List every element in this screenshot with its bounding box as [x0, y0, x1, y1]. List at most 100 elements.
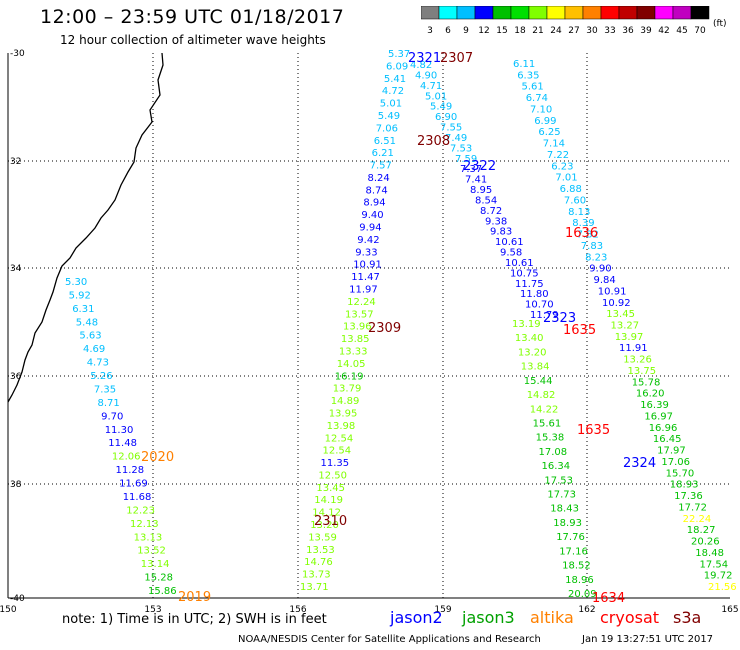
wave-height-value: 17.53 — [544, 475, 573, 486]
legend-swatch — [690, 6, 710, 20]
wave-height-value: 13.19 — [512, 319, 541, 330]
wave-height-value: 15.44 — [524, 376, 553, 387]
wave-height-value: 9.90 — [589, 264, 611, 275]
wave-height-value: 17.76 — [556, 532, 585, 543]
wave-height-value: 12.50 — [318, 470, 347, 481]
wave-height-value: 11.80 — [520, 289, 549, 300]
color-legend: 3 6 9 12 15 18 21 24 27 30 33 36 39 42 45 70 — [421, 6, 710, 36]
wave-height-value: 9.94 — [359, 223, 381, 234]
wave-height-value: 13.45 — [606, 309, 635, 320]
wave-height-value: 13.73 — [302, 570, 331, 581]
wave-height-value: 11.97 — [349, 285, 378, 296]
wave-height-value: 21.56 — [708, 582, 737, 593]
wave-height-value: 7.06 — [376, 123, 398, 134]
wave-height-value: 13.33 — [339, 347, 368, 358]
wave-height-value: 6.11 — [513, 59, 535, 70]
wave-height-value: 7.37 — [460, 164, 482, 175]
legend-label: 27 — [568, 26, 579, 36]
wave-height-value: 7.41 — [465, 175, 487, 186]
lat-tick-label: 36 — [10, 372, 22, 382]
wave-height-value: 14.76 — [304, 557, 333, 568]
pass-id-label: 2308 — [417, 134, 450, 149]
wave-height-value: 5.49 — [378, 111, 400, 122]
wave-height-value: 6.25 — [538, 127, 560, 138]
pass-id-label: 2323 — [543, 311, 576, 326]
wave-height-value: 7.35 — [94, 385, 116, 396]
wave-height-value: 7.14 — [543, 139, 565, 150]
wave-height-value: 8.54 — [475, 195, 497, 206]
wave-height-value: 7.59 — [455, 154, 477, 165]
sat-label-jason3: jason3 — [462, 608, 515, 627]
sat-label-altika: altika — [530, 608, 574, 627]
wave-height-value: 10.61 — [495, 237, 524, 248]
wave-height-value: 15.78 — [632, 377, 661, 388]
legend-label: 9 — [463, 26, 469, 36]
wave-height-value: 7.49 — [445, 133, 467, 144]
map-title: 12:00 – 23:59 UTC 01/18/2017 — [40, 6, 345, 28]
pass-id-label: 1635 — [577, 423, 610, 438]
pass-id-label: 1636 — [565, 226, 598, 241]
wave-height-value: 14.05 — [337, 359, 366, 370]
wave-height-value: 6.35 — [517, 70, 539, 81]
wave-height-value: 6.09 — [386, 61, 408, 72]
wave-height-value: 9.40 — [361, 210, 383, 221]
legend-label: 70 — [694, 26, 706, 36]
wave-height-value: 15.38 — [536, 433, 565, 444]
sat-label-cryosat: cryosat — [600, 608, 660, 627]
wave-height-value: 17.54 — [700, 559, 729, 570]
footer-credit: NOAA/NESDIS Center for Satellite Applica… — [238, 634, 541, 645]
legend-label: 45 — [676, 26, 687, 36]
legend-label: 18 — [514, 26, 526, 36]
wave-height-value: 9.84 — [594, 275, 616, 286]
wave-height-value: 17.36 — [674, 491, 703, 502]
wave-height-value: 4.72 — [382, 86, 404, 97]
wave-height-value: 11.75 — [515, 279, 544, 290]
legend-label: 6 — [445, 26, 451, 36]
wave-height-value: 17.72 — [678, 502, 707, 513]
lon-tick-label: 153 — [144, 605, 161, 615]
map-subtitle: 12 hour collection of altimeter wave hei… — [60, 33, 326, 47]
pass-id-label: 2321 — [408, 51, 441, 66]
wave-height-value: 12.06 — [112, 452, 141, 463]
wave-height-value: 13.13 — [134, 532, 163, 543]
wave-height-value: 18.52 — [562, 561, 591, 572]
wave-height-value: 16.96 — [649, 423, 678, 434]
wave-height-value: 13.84 — [521, 362, 550, 373]
wave-height-value: 14.12 — [312, 508, 341, 519]
wave-height-value: 7.53 — [450, 143, 472, 154]
wave-height-value: 11.48 — [108, 438, 137, 449]
wave-height-value: 6.90 — [435, 112, 457, 123]
wave-height-value: 9.83 — [490, 227, 512, 238]
wave-height-value: 5.01 — [425, 91, 447, 102]
legend-label: 12 — [478, 26, 489, 36]
wave-height-value: 4.69 — [83, 344, 105, 355]
wave-height-value: 12.24 — [347, 297, 376, 308]
lat-tick-label: 32 — [10, 157, 21, 167]
lon-tick-label: 156 — [289, 605, 306, 615]
pass-id-label: 2309 — [368, 321, 401, 336]
pass-id-label: 2019 — [178, 590, 211, 605]
wave-height-value: 5.92 — [69, 290, 91, 301]
wave-height-value: 9.58 — [500, 248, 522, 259]
wave-height-value: 18.48 — [695, 548, 724, 559]
legend-label: 33 — [604, 26, 615, 36]
wave-height-value: 7.82 — [577, 230, 599, 241]
wave-height-value: 9.33 — [355, 247, 377, 258]
wave-height-value: 6.88 — [560, 184, 582, 195]
wave-height-value: 11.47 — [351, 272, 380, 283]
wave-height-value: 14.22 — [530, 404, 559, 415]
wave-height-value: 15.28 — [144, 573, 173, 584]
wave-height-value: 16.34 — [542, 461, 571, 472]
wave-height-value: 10.70 — [525, 300, 554, 311]
wave-height-value: 12.54 — [325, 433, 354, 444]
wave-height-value: 10.91 — [353, 260, 382, 271]
wave-height-value: 8.24 — [368, 173, 390, 184]
wave-height-value: 6.51 — [374, 136, 396, 147]
wave-height-value: 10.75 — [510, 268, 539, 279]
legend-label: 3 — [427, 26, 433, 36]
wave-height-value: 22.24 — [683, 514, 712, 525]
footer-date: Jan 19 13:27:51 UTC 2017 — [582, 634, 714, 645]
wave-height-value: 9.70 — [101, 411, 123, 422]
wave-height-value: 16.19 — [335, 371, 364, 382]
